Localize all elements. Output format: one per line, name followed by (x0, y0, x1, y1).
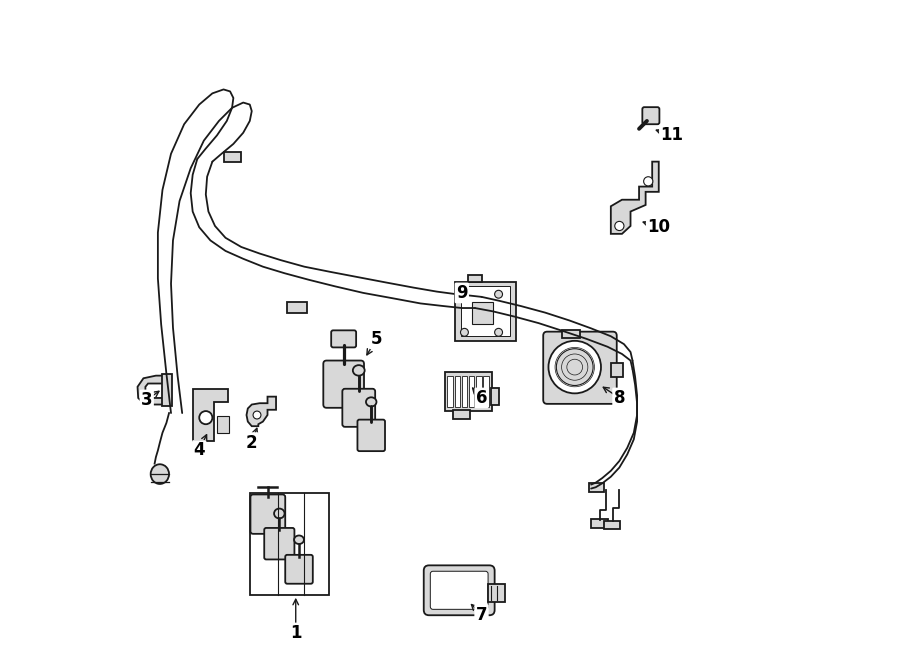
FancyBboxPatch shape (590, 483, 604, 493)
Text: 1: 1 (290, 624, 302, 642)
Ellipse shape (353, 365, 364, 375)
Bar (476, 375, 482, 407)
Circle shape (495, 328, 502, 336)
Bar (462, 375, 467, 407)
Text: 7: 7 (476, 606, 487, 624)
FancyBboxPatch shape (331, 330, 356, 348)
Text: 9: 9 (456, 284, 468, 302)
Circle shape (461, 291, 468, 298)
FancyBboxPatch shape (223, 152, 240, 162)
FancyBboxPatch shape (323, 361, 364, 408)
Circle shape (615, 221, 624, 230)
Circle shape (556, 349, 593, 385)
Ellipse shape (150, 464, 169, 484)
FancyBboxPatch shape (285, 555, 313, 584)
FancyBboxPatch shape (544, 332, 617, 404)
FancyBboxPatch shape (643, 107, 660, 124)
Circle shape (199, 411, 212, 424)
Circle shape (495, 291, 502, 298)
Polygon shape (611, 162, 659, 234)
Ellipse shape (294, 536, 304, 544)
Bar (488, 584, 505, 602)
FancyBboxPatch shape (455, 282, 516, 341)
FancyBboxPatch shape (342, 389, 375, 427)
Text: 11: 11 (661, 126, 683, 144)
Polygon shape (247, 397, 276, 426)
Bar (447, 375, 453, 407)
FancyBboxPatch shape (445, 371, 492, 411)
Text: 8: 8 (614, 389, 626, 407)
FancyBboxPatch shape (591, 520, 608, 528)
Bar (163, 373, 172, 406)
Bar (483, 375, 489, 407)
Bar (472, 302, 493, 324)
FancyBboxPatch shape (357, 420, 385, 451)
Text: 5: 5 (371, 330, 382, 348)
Bar (454, 375, 460, 407)
FancyBboxPatch shape (604, 521, 620, 529)
Bar (217, 416, 229, 433)
Bar (562, 330, 580, 338)
Circle shape (644, 177, 652, 186)
FancyBboxPatch shape (287, 302, 307, 312)
FancyBboxPatch shape (424, 565, 495, 615)
Ellipse shape (366, 397, 376, 406)
Bar (468, 275, 482, 283)
Text: 2: 2 (246, 434, 257, 451)
Bar (469, 375, 474, 407)
Polygon shape (138, 375, 166, 404)
Text: 6: 6 (476, 389, 487, 407)
Ellipse shape (274, 508, 284, 518)
Text: 10: 10 (647, 218, 670, 236)
Circle shape (253, 411, 261, 419)
Bar (461, 287, 510, 336)
FancyBboxPatch shape (250, 495, 285, 534)
Bar (611, 363, 624, 377)
Circle shape (548, 341, 601, 393)
FancyBboxPatch shape (430, 571, 488, 609)
Bar (491, 388, 499, 404)
Text: 4: 4 (194, 442, 205, 459)
Text: 3: 3 (141, 391, 152, 409)
Polygon shape (193, 389, 228, 442)
FancyBboxPatch shape (265, 528, 294, 559)
Bar (454, 410, 470, 419)
Circle shape (461, 328, 468, 336)
